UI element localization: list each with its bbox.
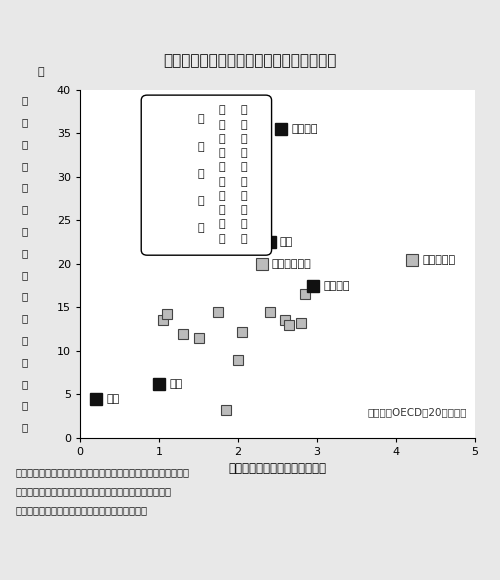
Text: ２: ２ xyxy=(22,313,28,324)
Text: 正規雇用の解雇規制と女性有期雇用の相関: 正規雇用の解雇規制と女性有期雇用の相関 xyxy=(164,53,336,68)
Text: ０: ０ xyxy=(22,357,28,367)
Text: 強: 強 xyxy=(219,106,226,115)
Text: 割: 割 xyxy=(197,114,204,124)
Text: スウェーデン: スウェーデン xyxy=(272,259,312,269)
Text: 規: 規 xyxy=(240,119,247,129)
Text: 合: 合 xyxy=(22,270,28,280)
Text: 合: 合 xyxy=(197,142,204,151)
Text: 割: 割 xyxy=(22,248,28,258)
Text: い: い xyxy=(197,223,204,233)
Text: 米国: 米国 xyxy=(106,394,120,404)
Text: 制: 制 xyxy=(240,219,247,229)
Text: 用: 用 xyxy=(219,219,226,229)
Text: ）: ） xyxy=(22,422,28,433)
Text: 年: 年 xyxy=(22,401,28,411)
Text: ように点数化（０〜６点）、加重平均したもの: ように点数化（０〜６点）、加重平均したもの xyxy=(15,505,147,515)
Text: （注）「解雇規制の強さ指数」は、手続きの不便さ、予告期間や: （注）「解雇規制の強さ指数」は、手続きの不便さ、予告期間や xyxy=(15,467,189,477)
Text: 雇: 雇 xyxy=(240,134,247,144)
Text: 解: 解 xyxy=(240,176,247,187)
Text: 期: 期 xyxy=(219,191,226,201)
Text: 女: 女 xyxy=(22,95,28,106)
Text: 雇: 雇 xyxy=(22,183,28,193)
Text: 雇: 雇 xyxy=(240,191,247,201)
X-axis label: 正規雇用の解雇規制の強さ指数: 正規雇用の解雇規制の強さ指数 xyxy=(228,462,326,476)
Text: 用: 用 xyxy=(22,204,28,215)
Text: 期: 期 xyxy=(22,161,28,171)
Text: は: は xyxy=(197,169,204,179)
Text: ポルトガル: ポルトガル xyxy=(422,255,455,264)
Text: 英国: 英国 xyxy=(170,379,182,389)
Text: ど: ど xyxy=(219,162,226,172)
Text: 雇: 雇 xyxy=(219,205,226,215)
Text: 手当などの項目に関し、規制が厳しくなるほど高くなる: 手当などの項目に関し、規制が厳しくなるほど高くなる xyxy=(15,486,171,496)
FancyBboxPatch shape xyxy=(141,95,272,255)
Text: 規: 規 xyxy=(240,205,247,215)
Text: 国: 国 xyxy=(219,134,226,144)
Text: の: の xyxy=(22,226,28,236)
Text: 用: 用 xyxy=(240,148,247,158)
Text: （: （ xyxy=(22,292,28,302)
Text: 性: 性 xyxy=(22,117,28,127)
Text: 日本: 日本 xyxy=(280,237,293,247)
Text: が: が xyxy=(240,234,247,244)
Text: の: の xyxy=(219,234,226,244)
Text: 有: 有 xyxy=(22,139,28,149)
Text: （出所）OECD、20カ国対象: （出所）OECD、20カ国対象 xyxy=(368,407,467,417)
Text: ５: ５ xyxy=(22,379,28,389)
Text: スペイン: スペイン xyxy=(292,124,318,134)
Text: ％: ％ xyxy=(37,67,44,77)
Text: ほ: ほ xyxy=(219,148,226,158)
Text: 正: 正 xyxy=(240,106,247,115)
Text: の: の xyxy=(240,162,247,172)
Text: 有: 有 xyxy=(219,176,226,187)
Text: オランダ: オランダ xyxy=(324,281,350,291)
Text: 高: 高 xyxy=(197,196,204,206)
Text: い: い xyxy=(219,119,226,129)
Text: ０: ０ xyxy=(22,335,28,345)
